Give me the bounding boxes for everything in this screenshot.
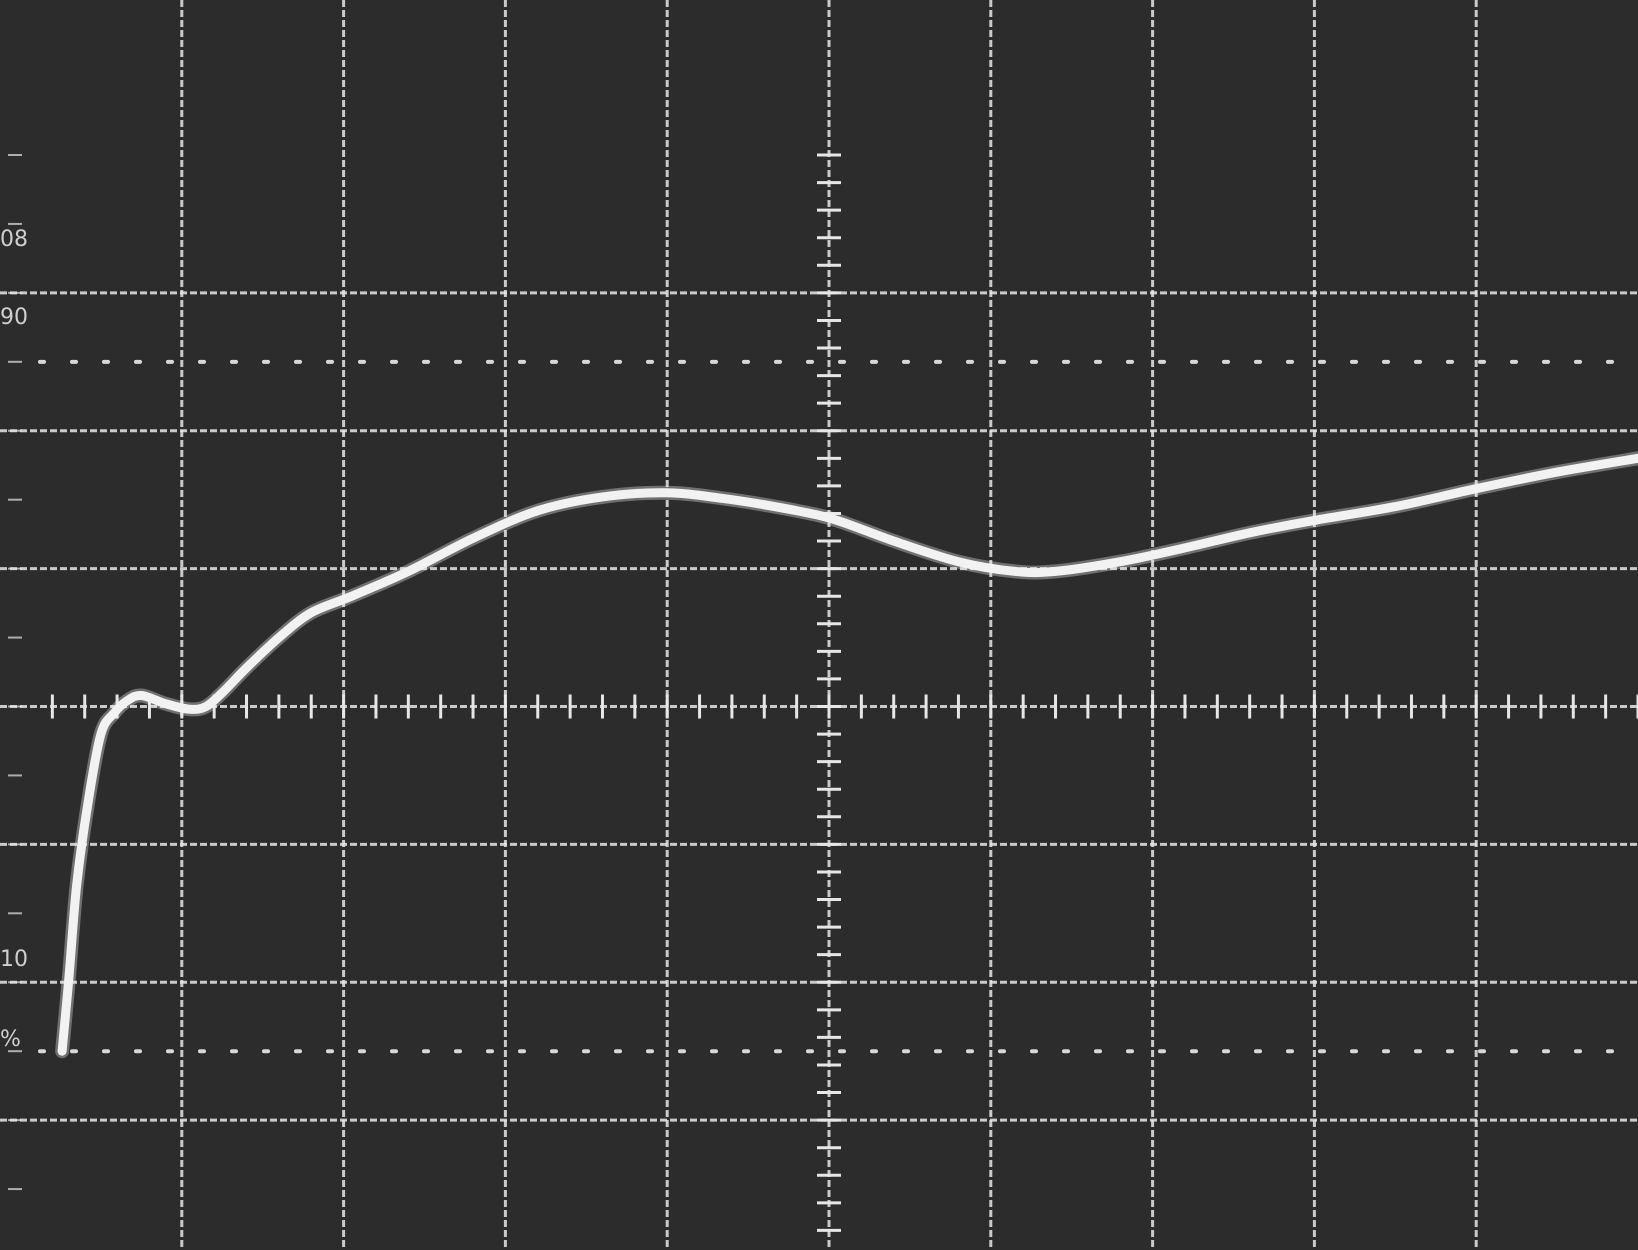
margin-label-bottom: % [0, 1027, 21, 1052]
margin-label-upper: 90 [0, 305, 28, 330]
trace-line-0 [57, 453, 1638, 1056]
margin-label-top: 08 [0, 227, 28, 252]
margin-label-lower: 10 [0, 947, 28, 972]
